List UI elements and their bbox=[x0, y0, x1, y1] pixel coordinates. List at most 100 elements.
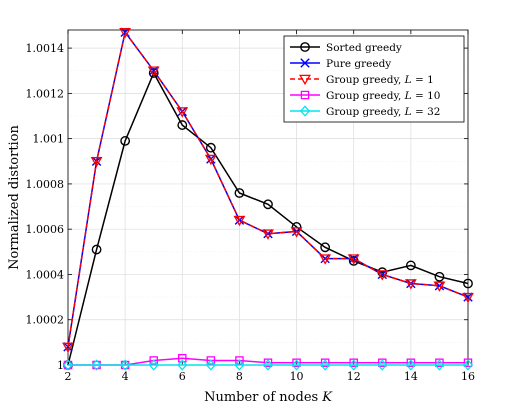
data-point bbox=[148, 68, 159, 78]
data-point bbox=[263, 199, 273, 210]
series-0 bbox=[63, 68, 473, 370]
data-point bbox=[90, 157, 103, 168]
data-point bbox=[262, 359, 274, 371]
x-tick-label: 8 bbox=[236, 370, 243, 383]
data-point bbox=[177, 359, 188, 371]
data-point bbox=[120, 359, 131, 371]
data-point bbox=[234, 188, 245, 198]
data-point bbox=[462, 359, 474, 371]
legend-label-variable: L bbox=[404, 90, 412, 102]
y-tick-label: 1.001 bbox=[33, 133, 65, 146]
legend-label-variable: L bbox=[404, 74, 412, 86]
data-point bbox=[63, 342, 73, 352]
data-point bbox=[149, 356, 158, 365]
data-point bbox=[378, 358, 387, 367]
legend-marker bbox=[300, 42, 310, 52]
data-point bbox=[349, 358, 358, 367]
data-point bbox=[404, 279, 417, 290]
data-point bbox=[433, 281, 446, 292]
data-point bbox=[290, 227, 303, 238]
data-point bbox=[348, 359, 359, 371]
x-tick-label: 2 bbox=[65, 370, 72, 383]
data-point bbox=[405, 260, 416, 271]
data-point bbox=[435, 358, 444, 367]
data-point bbox=[233, 215, 246, 227]
data-point bbox=[147, 66, 160, 77]
y-axis-label: Normalized distortion bbox=[7, 124, 22, 269]
legend-label: Group greedy, L = 1 bbox=[326, 74, 434, 86]
x-tick-label: 10 bbox=[290, 370, 304, 383]
data-point bbox=[292, 358, 301, 367]
legend-marker bbox=[300, 90, 310, 100]
data-point bbox=[319, 254, 332, 265]
legend-marker bbox=[299, 74, 311, 86]
x-tick-label: 4 bbox=[122, 370, 129, 383]
legend-label: Pure greedy bbox=[326, 58, 391, 70]
data-point bbox=[320, 359, 331, 371]
data-point bbox=[235, 356, 244, 365]
data-point bbox=[262, 229, 274, 240]
data-point bbox=[177, 120, 188, 130]
data-point bbox=[120, 136, 131, 146]
data-point bbox=[463, 278, 473, 289]
x-tick-label: 16 bbox=[461, 370, 475, 383]
legend-label-text: Group greedy, bbox=[326, 74, 405, 86]
data-point bbox=[406, 358, 416, 367]
legend-label-value: = 32 bbox=[412, 106, 441, 118]
data-point bbox=[91, 244, 102, 255]
data-point bbox=[347, 254, 360, 265]
data-point bbox=[178, 353, 187, 363]
legend-label-variable: L bbox=[404, 106, 412, 118]
series-line bbox=[67, 30, 469, 348]
data-point bbox=[119, 28, 132, 39]
series-4 bbox=[62, 359, 474, 371]
legend-marker bbox=[300, 58, 310, 68]
series-lines bbox=[62, 27, 474, 371]
data-point bbox=[62, 359, 74, 371]
y-tick-label: 1.0014 bbox=[26, 42, 65, 55]
series-3 bbox=[63, 353, 473, 370]
series-line bbox=[68, 357, 468, 366]
legend-item: Pure greedy bbox=[290, 58, 391, 70]
x-tick-label: 6 bbox=[179, 370, 186, 383]
data-point bbox=[205, 359, 216, 371]
data-point bbox=[263, 358, 273, 367]
data-point bbox=[291, 359, 302, 371]
legend-label: Sorted greedy bbox=[326, 42, 402, 54]
legend-label-text: Group greedy, bbox=[326, 90, 405, 102]
data-point bbox=[234, 359, 245, 371]
legend-item: Sorted greedy bbox=[290, 42, 402, 54]
y-tick-label: 1 bbox=[57, 359, 64, 372]
series-line bbox=[67, 71, 469, 366]
data-point bbox=[405, 359, 416, 371]
y-tick-label: 1.0012 bbox=[26, 87, 65, 100]
y-tick-label: 1.0004 bbox=[26, 268, 65, 281]
data-point bbox=[434, 359, 445, 371]
data-point bbox=[206, 356, 216, 365]
data-point bbox=[434, 271, 445, 282]
y-tick-label: 1.0008 bbox=[26, 178, 65, 191]
data-point bbox=[462, 292, 474, 304]
legend-item: Group greedy, L = 1 bbox=[290, 74, 434, 86]
data-point bbox=[148, 359, 159, 371]
x-axis-label-text: Number of nodes bbox=[204, 390, 318, 405]
legend-label: Group greedy, L = 32 bbox=[326, 106, 440, 118]
x-axis-label-variable: K bbox=[321, 390, 333, 405]
data-point bbox=[320, 358, 330, 367]
legend-item: Group greedy, L = 10 bbox=[290, 90, 440, 102]
data-point bbox=[62, 342, 74, 354]
data-point bbox=[204, 154, 217, 166]
y-tick-label: 1.0006 bbox=[26, 223, 65, 236]
data-point bbox=[205, 142, 216, 153]
series-2 bbox=[62, 28, 474, 354]
data-point bbox=[377, 359, 388, 371]
legend: Sorted greedy Pure greedy Group greedy, L … bbox=[283, 35, 465, 123]
data-point bbox=[463, 358, 473, 367]
x-tick-label: 14 bbox=[404, 370, 418, 383]
data-point bbox=[377, 269, 387, 280]
legend-item: Group greedy, L = 32 bbox=[290, 105, 440, 118]
x-axis-label: Number of nodes K bbox=[204, 390, 333, 405]
y-tick-label: 1.0002 bbox=[26, 314, 65, 327]
data-point bbox=[176, 107, 189, 118]
